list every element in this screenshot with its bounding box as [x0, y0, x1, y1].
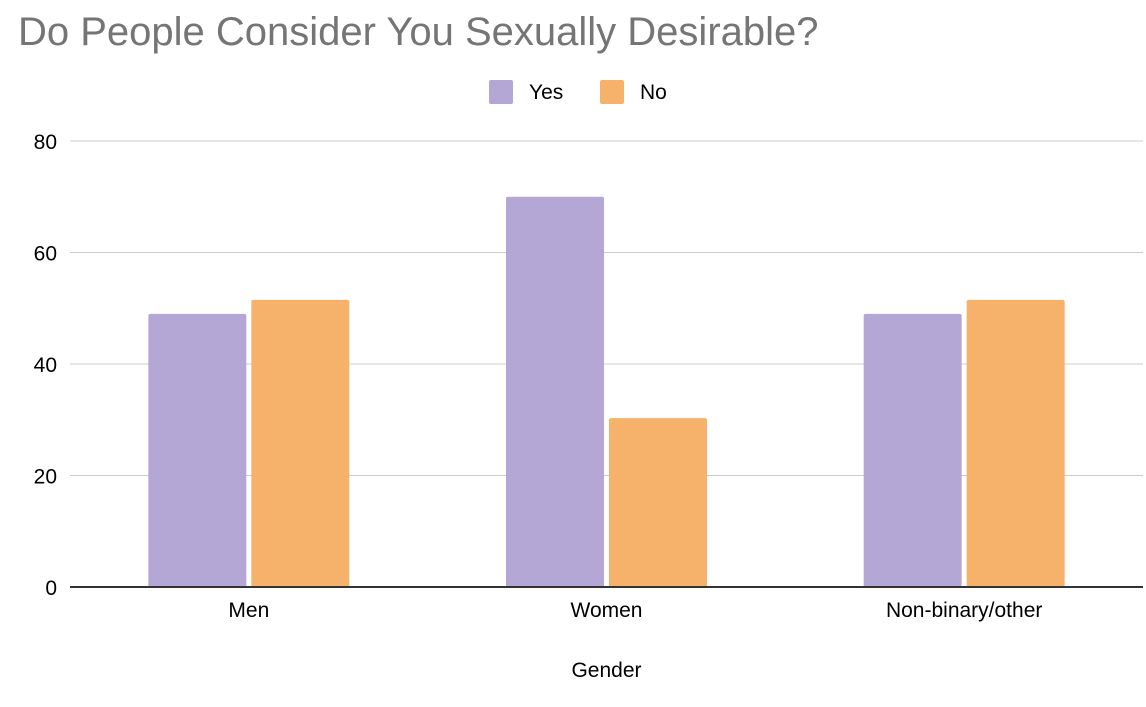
legend-swatch-no [600, 80, 624, 104]
y-tick-label: 80 [34, 131, 57, 154]
x-tick-label: Women [571, 599, 643, 622]
y-tick-label: 60 [34, 243, 57, 266]
x-axis-title: Gender [571, 659, 641, 682]
bar-yes [506, 196, 604, 587]
bar-no [251, 299, 350, 587]
y-tick-label: 40 [34, 354, 57, 377]
x-tick-label: Non-binary/other [886, 599, 1042, 622]
chart-title: Do People Consider You Sexually Desirabl… [18, 10, 819, 54]
bar-no [966, 299, 1065, 587]
legend-label-yes: Yes [529, 81, 563, 104]
legend-swatch-yes [489, 80, 513, 104]
x-tick-label: Men [228, 599, 269, 622]
y-tick-label: 0 [45, 577, 57, 600]
bar-yes [863, 313, 962, 587]
y-tick-label: 20 [34, 466, 57, 489]
bar-no [609, 418, 707, 587]
legend-label-no: No [640, 81, 667, 104]
bar-yes [148, 313, 247, 587]
